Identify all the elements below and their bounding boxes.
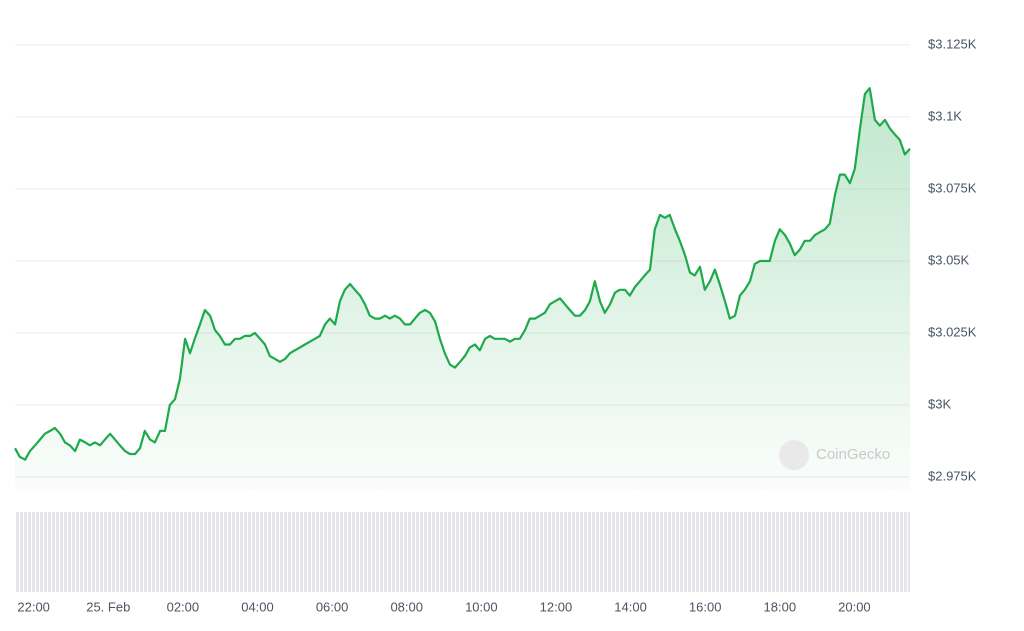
price-area: [15, 88, 910, 490]
x-tick-label: 04:00: [241, 599, 274, 614]
x-tick-label: 06:00: [316, 599, 349, 614]
y-tick-label: $2.975K: [928, 468, 977, 483]
watermark-text: CoinGecko: [816, 446, 890, 463]
x-tick-label: 18:00: [764, 599, 797, 614]
y-tick-label: $3.1K: [928, 108, 962, 123]
watermark-logo: [779, 440, 809, 470]
x-tick-label: 08:00: [390, 599, 423, 614]
y-tick-label: $3.125K: [928, 36, 977, 51]
y-tick-label: $3.025K: [928, 324, 977, 339]
price-line: [14, 87, 911, 461]
x-tick-label: 10:00: [465, 599, 498, 614]
y-tick-label: $3K: [928, 396, 951, 411]
watermark: CoinGecko: [779, 440, 890, 470]
x-tick-label: 20:00: [838, 599, 871, 614]
volume-bars: [15, 512, 910, 592]
y-tick-label: $3.05K: [928, 252, 970, 267]
y-tick-label: $3.075K: [928, 180, 977, 195]
x-tick-label: 16:00: [689, 599, 722, 614]
x-tick-label: 12:00: [540, 599, 573, 614]
x-tick-label: 14:00: [614, 599, 647, 614]
x-tick-label: 22:00: [17, 599, 50, 614]
x-tick-label: 25. Feb: [86, 599, 130, 614]
x-tick-label: 02:00: [167, 599, 200, 614]
